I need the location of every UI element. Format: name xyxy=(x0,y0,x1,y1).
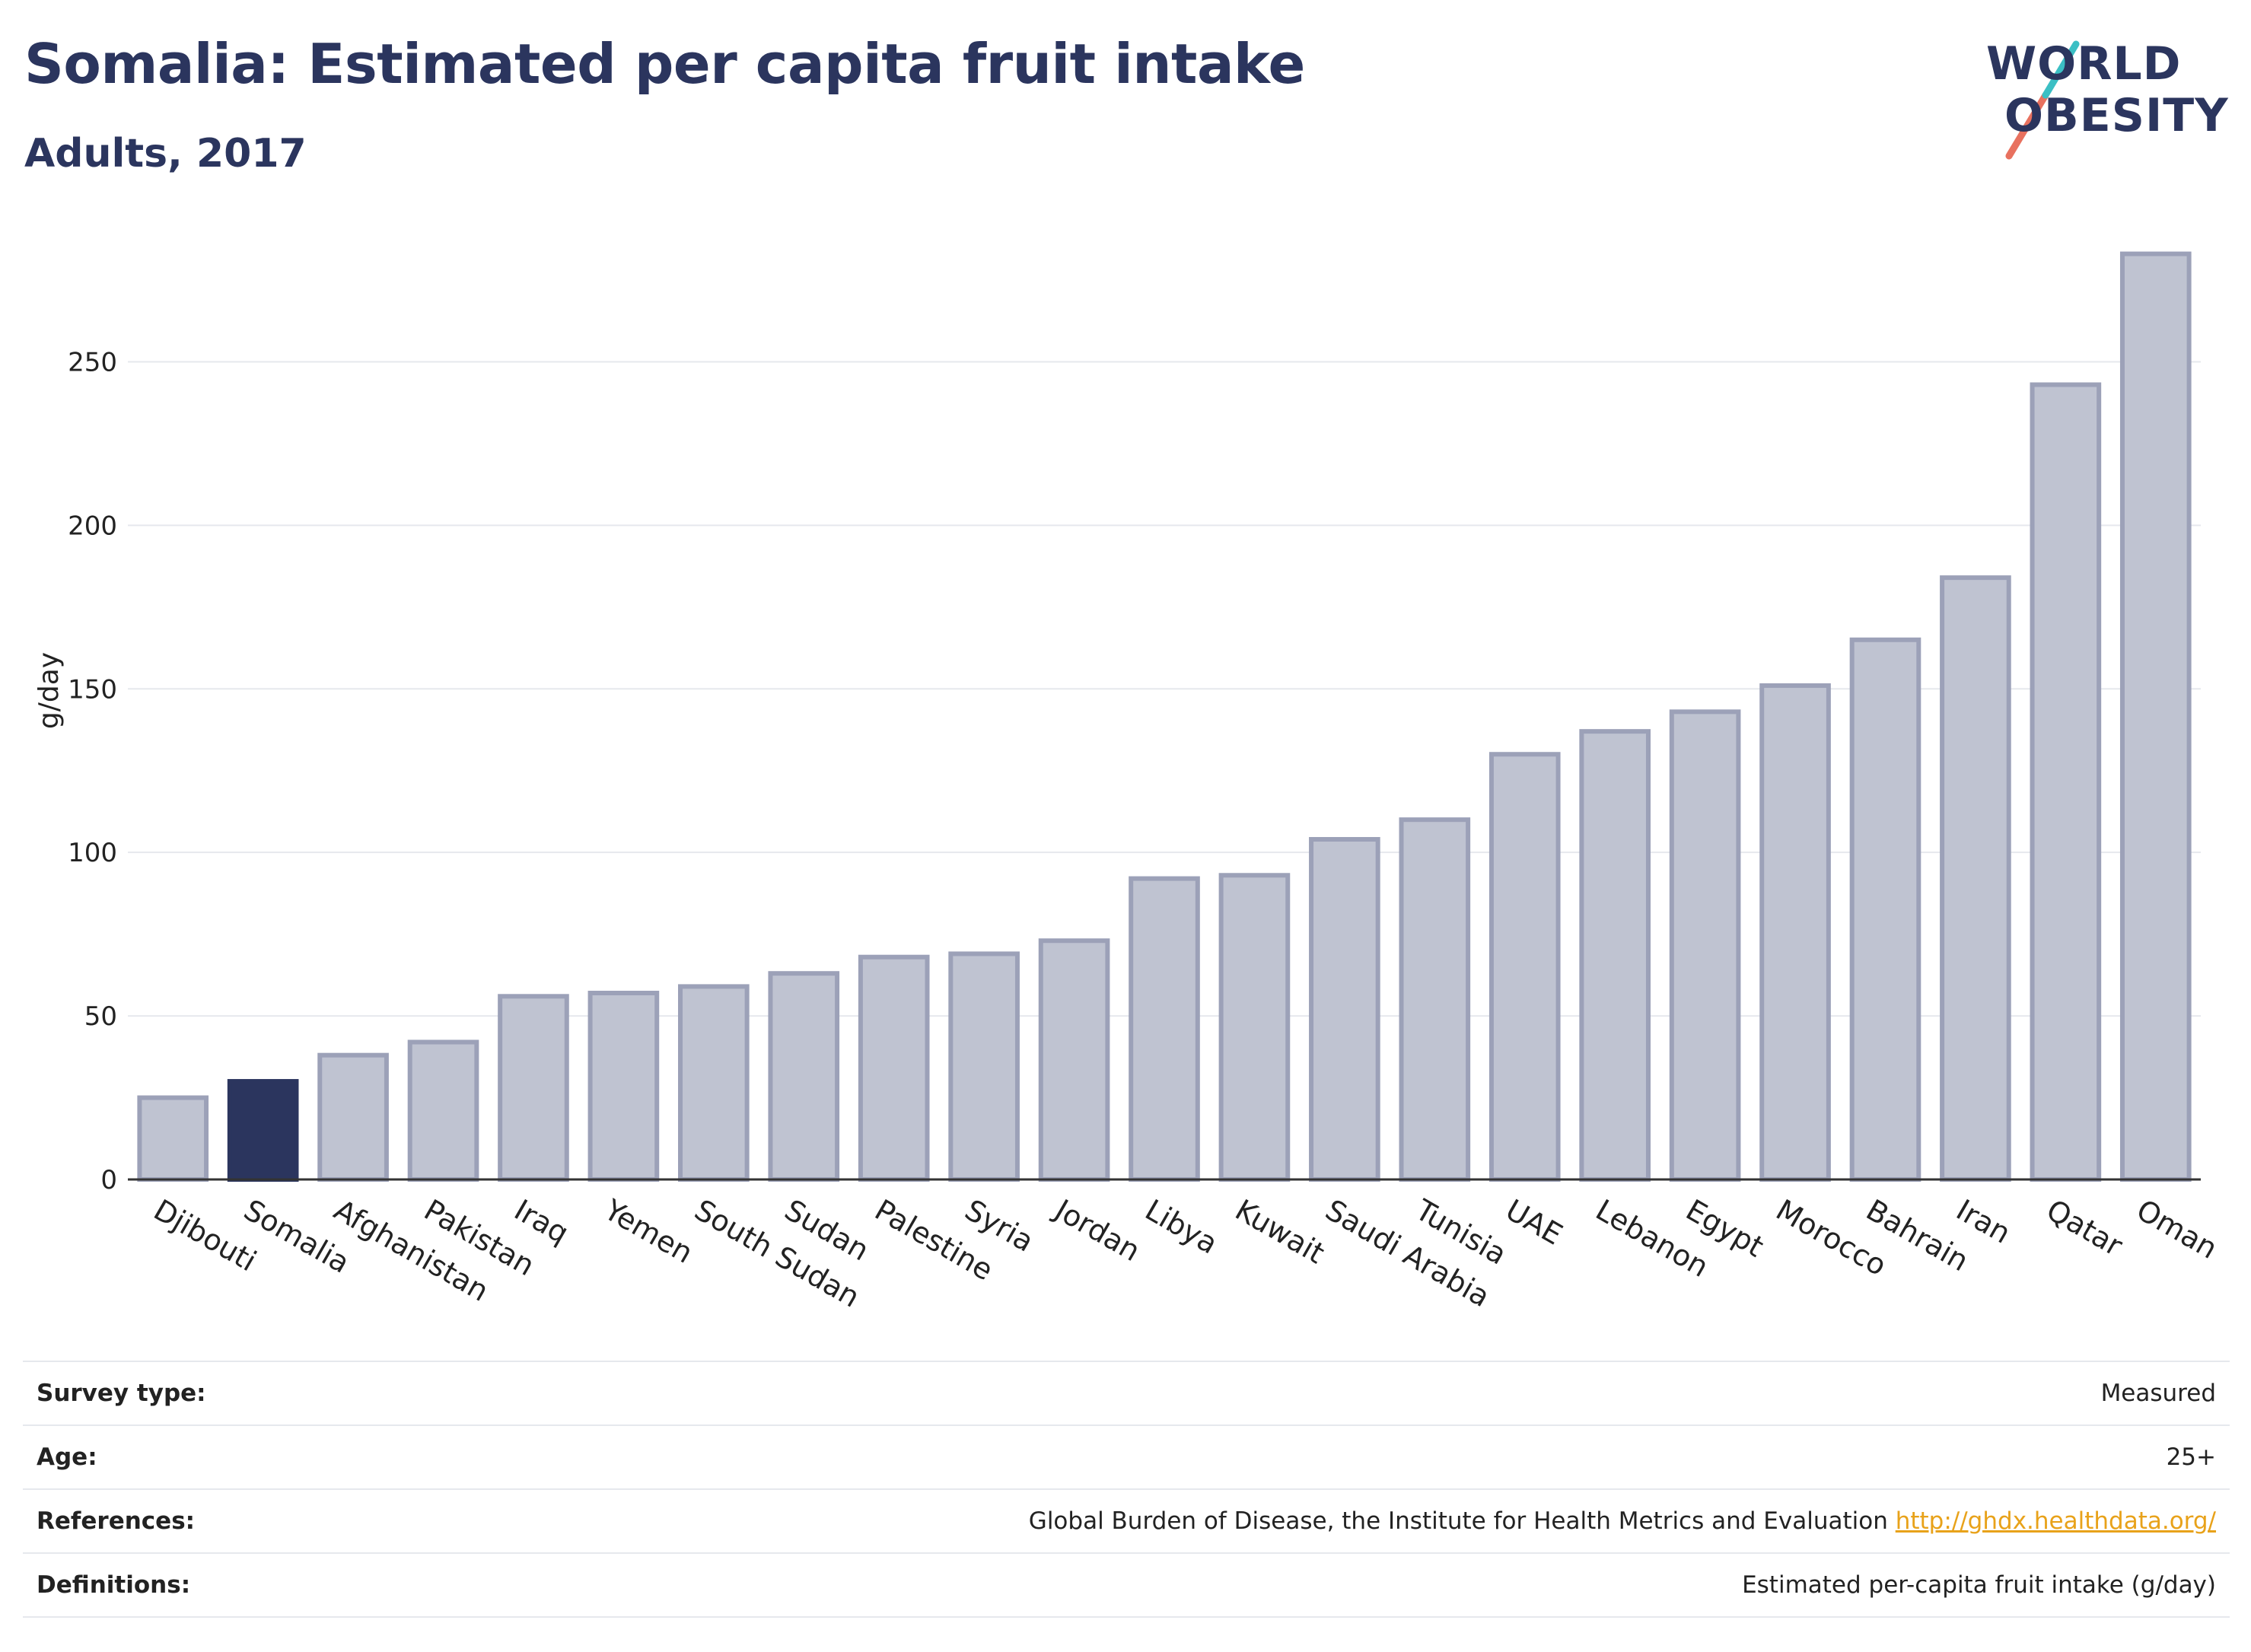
y-tick-label: 0 xyxy=(100,1165,117,1195)
info-row-age: Age: 25+ xyxy=(23,1424,2230,1490)
bar xyxy=(1669,709,1741,1182)
info-value: Measured xyxy=(330,1361,2230,1426)
info-value: Estimated per-capita fruit intake (g/day… xyxy=(330,1552,2230,1618)
bar xyxy=(1849,637,1921,1182)
x-tick-label: Oman xyxy=(2131,1193,2223,1265)
y-axis-title: g/day xyxy=(33,652,65,729)
bar xyxy=(1218,873,1291,1183)
info-key: References: xyxy=(23,1488,331,1554)
bar xyxy=(1399,817,1471,1182)
bar xyxy=(227,1079,299,1182)
bar xyxy=(498,994,569,1182)
page-title: Somalia: Estimated per capita fruit inta… xyxy=(24,32,1305,96)
bar xyxy=(1759,683,1831,1182)
bar xyxy=(948,951,1020,1183)
reference-text: Global Burden of Disease, the Institute … xyxy=(1028,1507,1888,1535)
page-subtitle: Adults, 2017 xyxy=(24,131,307,177)
bar xyxy=(1579,729,1651,1182)
bar xyxy=(1129,876,1200,1182)
bar xyxy=(678,984,750,1182)
bar xyxy=(1309,836,1380,1183)
bar xyxy=(768,971,840,1182)
bar xyxy=(1940,575,2011,1182)
y-tick-label: 200 xyxy=(68,511,117,541)
logo-text-world: WORLD xyxy=(1986,37,2182,91)
bar xyxy=(1038,938,1110,1183)
info-key: Age: xyxy=(23,1424,331,1490)
bar xyxy=(2119,251,2192,1183)
x-tick-label: Yemen xyxy=(598,1192,699,1270)
bar-chart: 050100150200250g/dayDjiboutiSomaliaAfgha… xyxy=(33,251,2223,1314)
x-tick-label: Jordan xyxy=(1048,1192,1145,1268)
y-tick-label: 250 xyxy=(68,347,117,377)
x-tick-label: Libya xyxy=(1140,1193,1224,1261)
info-key: Definitions: xyxy=(23,1552,331,1618)
bar xyxy=(858,954,930,1182)
info-value: Global Burden of Disease, the Institute … xyxy=(330,1488,2230,1554)
reference-link[interactable]: http://ghdx.healthdata.org/ xyxy=(1895,1507,2216,1535)
info-row-references: References: Global Burden of Disease, th… xyxy=(23,1488,2230,1554)
bar xyxy=(407,1039,479,1182)
logo-text-obesity: OBESITY xyxy=(2004,89,2229,142)
y-tick-label: 150 xyxy=(68,674,117,705)
info-value: 25+ xyxy=(330,1424,2230,1490)
y-tick-label: 100 xyxy=(68,838,117,868)
info-table: Survey type: Measured Age: 25+ Reference… xyxy=(23,1361,2230,1618)
info-row-survey-type: Survey type: Measured xyxy=(23,1361,2230,1426)
y-tick-label: 50 xyxy=(84,1001,117,1032)
x-tick-label: Djibouti xyxy=(148,1193,263,1278)
bar xyxy=(587,991,660,1182)
info-row-definitions: Definitions: Estimated per-capita fruit … xyxy=(23,1552,2230,1618)
info-key: Survey type: xyxy=(23,1361,331,1426)
world-obesity-logo[interactable]: WORLD OBESITY xyxy=(1986,23,2237,160)
bar xyxy=(137,1095,209,1182)
x-tick-label: Kuwait xyxy=(1230,1193,1330,1271)
bar xyxy=(1488,752,1561,1182)
bar xyxy=(317,1052,389,1182)
bar xyxy=(2030,382,2102,1182)
logo-slash-icon xyxy=(2005,40,2080,160)
x-tick-label: Qatar xyxy=(2041,1193,2128,1263)
